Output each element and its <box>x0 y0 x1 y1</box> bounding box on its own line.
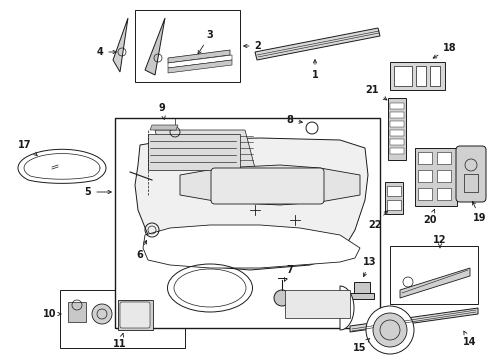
Polygon shape <box>113 18 128 72</box>
Bar <box>353 282 369 296</box>
Bar <box>349 293 373 299</box>
Polygon shape <box>145 18 164 75</box>
Text: 1: 1 <box>311 60 318 80</box>
Bar <box>417 170 431 182</box>
Bar <box>285 290 349 318</box>
Bar <box>389 130 403 136</box>
Bar <box>387 98 405 160</box>
Polygon shape <box>399 268 469 298</box>
Text: 7: 7 <box>284 265 293 281</box>
Polygon shape <box>339 286 353 330</box>
Text: 20: 20 <box>423 209 436 225</box>
Text: 11: 11 <box>113 333 126 349</box>
Bar <box>389 246 477 304</box>
Bar <box>389 121 403 127</box>
Polygon shape <box>168 50 229 63</box>
Bar <box>393 66 411 86</box>
Bar <box>384 182 402 214</box>
Text: 14: 14 <box>462 331 476 347</box>
Bar <box>389 139 403 145</box>
Text: 21: 21 <box>365 85 386 100</box>
Bar <box>463 174 477 192</box>
Bar <box>436 170 450 182</box>
FancyBboxPatch shape <box>455 146 485 202</box>
Bar <box>414 148 456 206</box>
Bar <box>429 66 439 86</box>
Polygon shape <box>349 308 477 332</box>
Polygon shape <box>180 165 359 205</box>
Bar <box>386 200 400 210</box>
Bar <box>436 188 450 200</box>
Text: 17: 17 <box>18 140 37 156</box>
Circle shape <box>92 304 112 324</box>
FancyBboxPatch shape <box>120 302 150 328</box>
Bar <box>417 188 431 200</box>
Polygon shape <box>150 125 178 130</box>
Polygon shape <box>168 60 231 73</box>
Bar <box>60 290 184 348</box>
Text: 18: 18 <box>432 43 456 58</box>
Text: 2: 2 <box>243 41 261 51</box>
Bar <box>415 66 425 86</box>
Text: 15: 15 <box>352 338 369 353</box>
Bar <box>417 152 431 164</box>
Polygon shape <box>254 28 379 60</box>
Bar <box>118 300 153 330</box>
Text: 13: 13 <box>363 257 376 276</box>
Polygon shape <box>142 225 359 268</box>
Polygon shape <box>148 134 240 170</box>
Circle shape <box>372 313 406 347</box>
Bar <box>436 152 450 164</box>
Text: 8: 8 <box>286 115 302 125</box>
Polygon shape <box>135 138 367 270</box>
Bar <box>389 103 403 109</box>
FancyBboxPatch shape <box>210 168 324 204</box>
Bar <box>389 148 403 154</box>
Text: 19: 19 <box>471 201 486 223</box>
Text: 16: 16 <box>311 295 328 305</box>
Text: 22: 22 <box>367 211 387 230</box>
Polygon shape <box>155 130 254 168</box>
Bar <box>389 112 403 118</box>
Text: 10: 10 <box>43 309 61 319</box>
Text: 3: 3 <box>198 30 213 54</box>
Polygon shape <box>18 149 106 183</box>
Bar <box>135 10 240 82</box>
Circle shape <box>365 306 413 354</box>
Bar <box>68 302 86 322</box>
Bar <box>386 186 400 196</box>
Text: 4: 4 <box>97 47 116 57</box>
Bar <box>389 62 444 90</box>
Circle shape <box>273 290 289 306</box>
Text: 5: 5 <box>84 187 111 197</box>
Polygon shape <box>168 55 231 68</box>
Text: 9: 9 <box>158 103 165 120</box>
Bar <box>115 118 379 328</box>
Text: 6: 6 <box>136 240 146 260</box>
Text: 12: 12 <box>432 235 446 248</box>
